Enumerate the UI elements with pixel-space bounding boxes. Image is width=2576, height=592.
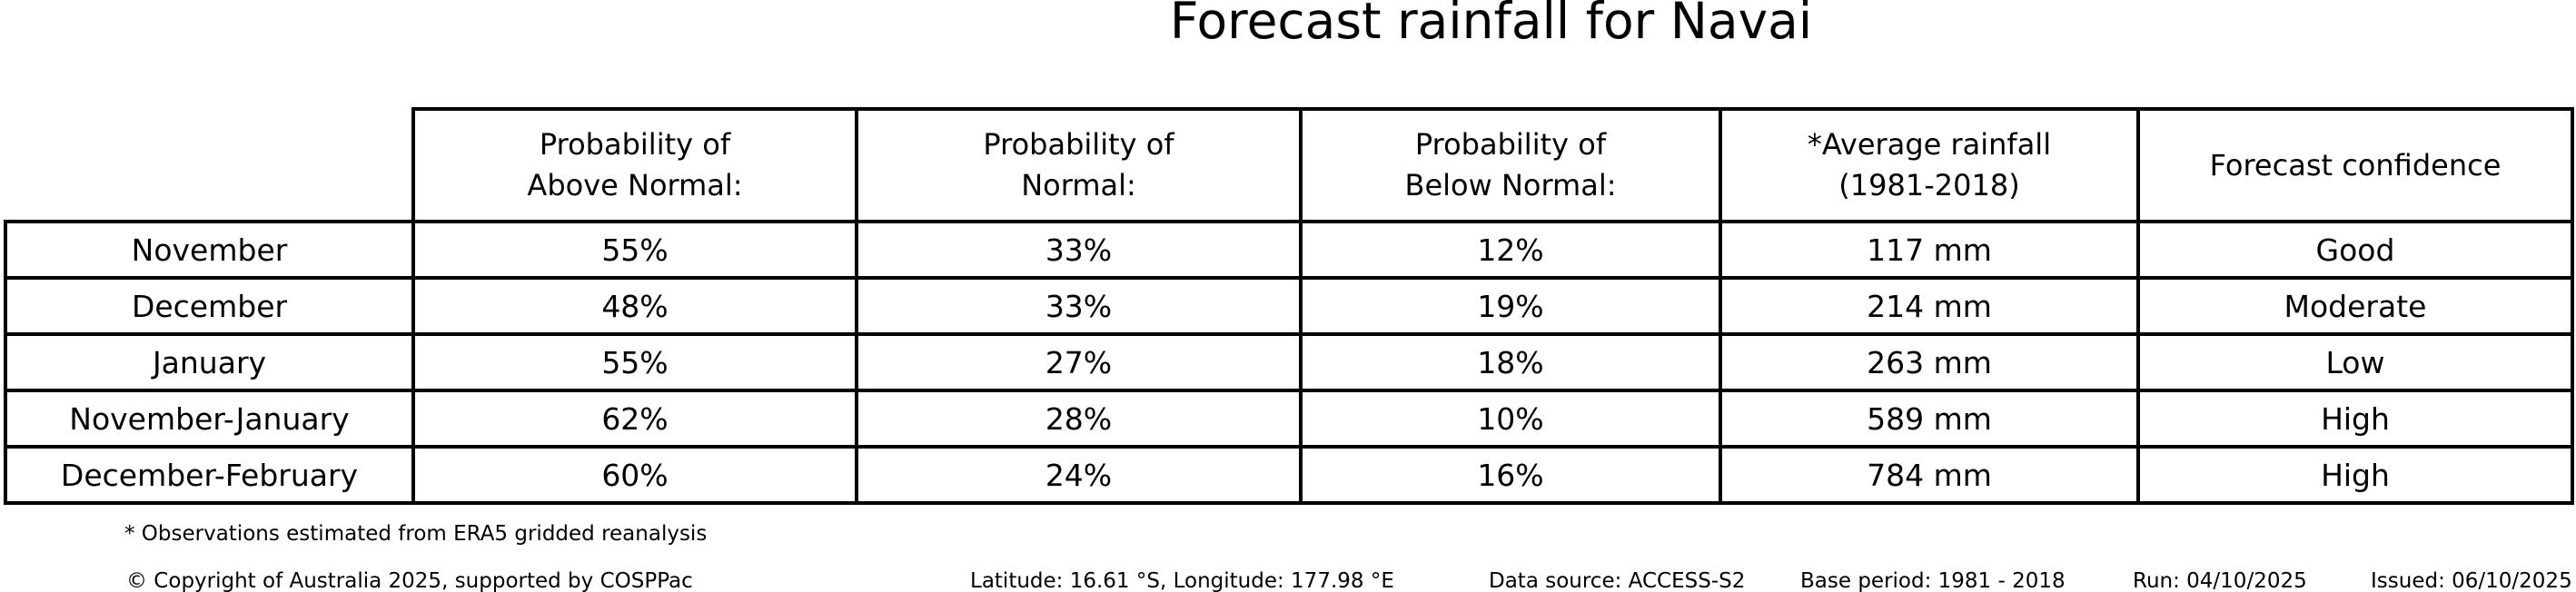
- table-row-december-february: December-February 60% 24% 16% 784 mm Hig…: [4, 445, 2574, 505]
- cell-above-normal: 60%: [411, 445, 858, 505]
- cell-normal: 27%: [855, 332, 1303, 392]
- forecast-table: Probability of Above Normal: Probability…: [4, 107, 2574, 505]
- cell-above-normal: 48%: [411, 276, 858, 336]
- cell-forecast-confidence: High: [2136, 389, 2574, 449]
- header-row: Probability of Above Normal: Probability…: [5, 107, 2574, 223]
- cell-average-rainfall: 784 mm: [1719, 445, 2140, 505]
- table-row-november-january: November-January 62% 28% 10% 589 mm High: [4, 389, 2574, 449]
- cell-forecast-confidence: Moderate: [2136, 276, 2574, 336]
- era5-footnote: * Observations estimated from ERA5 gridd…: [124, 522, 708, 546]
- cell-below-normal: 12%: [1299, 220, 1722, 280]
- table-row-november: November 55% 33% 12% 117 mm Good: [4, 220, 2574, 280]
- cell-below-normal: 10%: [1299, 389, 1722, 449]
- base-period-text: Base period: 1981 - 2018: [1800, 569, 2066, 592]
- cell-normal: 24%: [855, 445, 1303, 505]
- row-label: December: [4, 276, 415, 336]
- col-header-normal: Probability of Normal:: [855, 107, 1303, 223]
- cell-below-normal: 16%: [1299, 445, 1722, 505]
- location-text: Latitude: 16.61 °S, Longitude: 177.98 °E: [970, 569, 1394, 592]
- cell-normal: 28%: [855, 389, 1303, 449]
- issued-date-text: Issued: 06/10/2025: [2371, 569, 2572, 592]
- cell-below-normal: 19%: [1299, 276, 1722, 336]
- data-source-text: Data source: ACCESS-S2: [1489, 569, 1746, 592]
- col-header-above-normal: Probability of Above Normal:: [411, 107, 858, 223]
- col-header-average-rainfall: *Average rainfall (1981-2018): [1719, 107, 2140, 223]
- cell-above-normal: 55%: [411, 332, 858, 392]
- cell-forecast-confidence: Low: [2136, 332, 2574, 392]
- corner-cell: [5, 109, 413, 222]
- run-date-text: Run: 04/10/2025: [2133, 569, 2307, 592]
- cell-forecast-confidence: High: [2136, 445, 2574, 505]
- row-label: November: [4, 220, 415, 280]
- cell-average-rainfall: 214 mm: [1719, 276, 2140, 336]
- cell-above-normal: 55%: [411, 220, 858, 280]
- cell-normal: 33%: [855, 220, 1303, 280]
- figure-title: Forecast rainfall for Navai: [1169, 0, 1813, 50]
- col-header-forecast-confidence: Forecast confidence: [2136, 107, 2574, 223]
- cell-average-rainfall: 589 mm: [1719, 389, 2140, 449]
- col-header-below-normal: Probability of Below Normal:: [1299, 107, 1722, 223]
- cell-average-rainfall: 117 mm: [1719, 220, 2140, 280]
- copyright-text: © Copyright of Australia 2025, supported…: [126, 569, 693, 592]
- table-row-december: December 48% 33% 19% 214 mm Moderate: [4, 276, 2574, 336]
- cell-below-normal: 18%: [1299, 332, 1722, 392]
- cell-above-normal: 62%: [411, 389, 858, 449]
- table-row-january: January 55% 27% 18% 263 mm Low: [4, 332, 2574, 392]
- row-label: December-February: [4, 445, 415, 505]
- cell-forecast-confidence: Good: [2136, 220, 2574, 280]
- row-label: November-January: [4, 389, 415, 449]
- cell-normal: 33%: [855, 276, 1303, 336]
- row-label: January: [4, 332, 415, 392]
- cell-average-rainfall: 263 mm: [1719, 332, 2140, 392]
